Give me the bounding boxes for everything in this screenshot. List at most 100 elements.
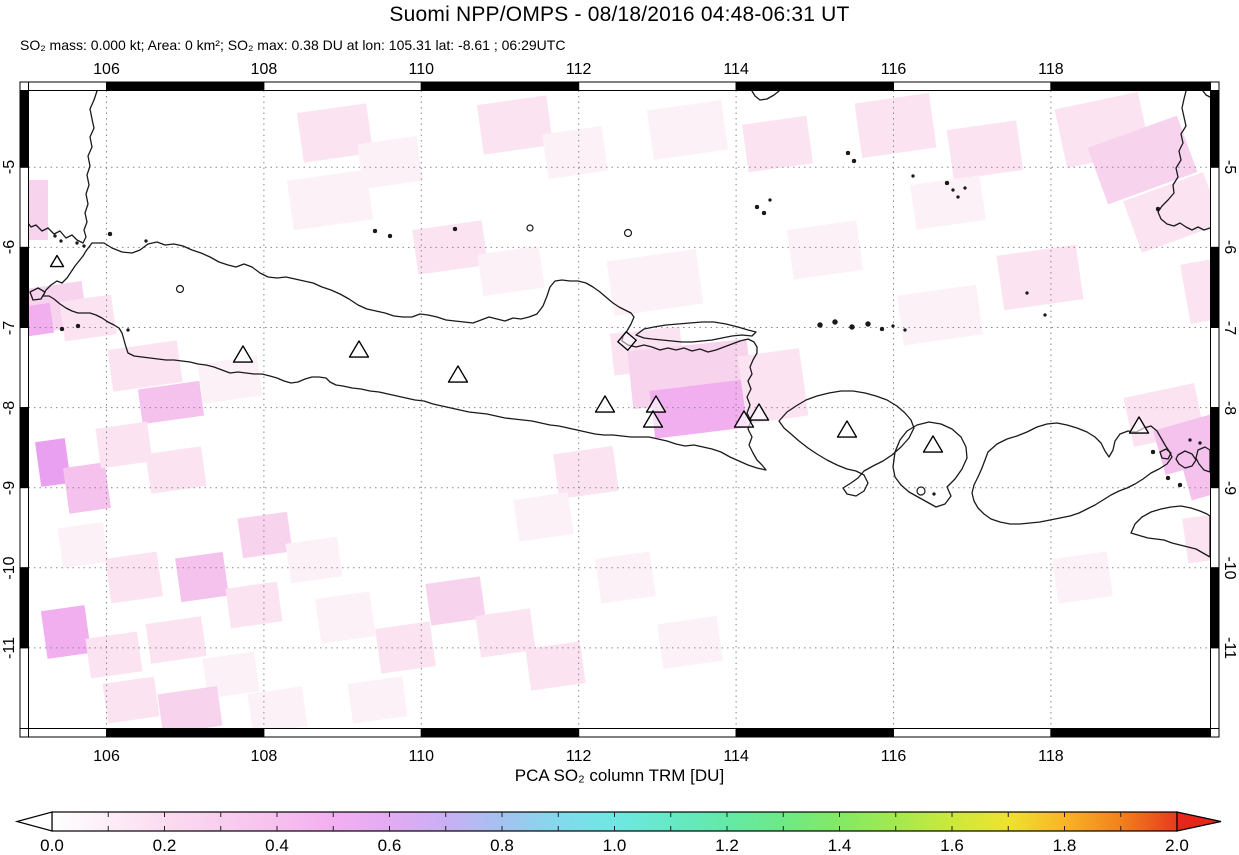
coastline <box>892 421 968 508</box>
frame-segment <box>1210 487 1220 569</box>
lat-tick-label-left: -8 <box>1 400 18 415</box>
island <box>845 150 851 156</box>
coastline <box>751 90 780 101</box>
so2-patch <box>513 492 574 542</box>
lat-tick-label-left: -5 <box>1 160 18 175</box>
island <box>956 195 960 199</box>
frame-segment <box>19 90 29 168</box>
lon-tick-label-top: 108 <box>250 61 278 78</box>
frame-segment <box>1210 246 1220 328</box>
lat-tick-label-right: -9 <box>1221 480 1238 495</box>
colorbar <box>14 811 1222 832</box>
frame-segment <box>28 81 107 91</box>
frame-segment <box>735 728 894 738</box>
lat-tick-label-left: -9 <box>1 480 18 495</box>
island <box>144 239 148 243</box>
lon-tick-label-top: 110 <box>408 61 435 78</box>
colorbar-title: PCA SO₂ column TRM [DU] <box>514 766 725 785</box>
so2-patch <box>107 340 183 392</box>
island <box>75 241 79 245</box>
coastline <box>1195 446 1211 473</box>
lat-tick-label-left: -10 <box>1 556 18 580</box>
so2-patch <box>996 244 1084 311</box>
island <box>372 228 378 234</box>
volcano-triangle-icon <box>49 254 65 268</box>
lat-tick-label-right: -7 <box>1221 320 1238 335</box>
lon-tick-label-bottom: 116 <box>880 748 907 765</box>
volcano-triangle-icon <box>594 395 616 413</box>
island <box>1165 475 1171 481</box>
so2-patch <box>237 511 293 559</box>
colorbar-tick-label: 1.4 <box>827 836 852 855</box>
so2-patch <box>476 95 554 155</box>
frame-segment <box>1210 567 1220 649</box>
island <box>107 231 113 237</box>
coastline <box>42 241 767 471</box>
lon-tick-label-top: 118 <box>1038 61 1064 78</box>
frame-segment <box>1210 327 1220 409</box>
so2-patch <box>35 438 71 487</box>
so2-patch <box>786 220 864 280</box>
island <box>932 492 936 496</box>
so2-patch <box>315 591 376 644</box>
frame-segment <box>19 407 29 489</box>
lon-tick-label-top: 112 <box>565 61 592 78</box>
so2-patch <box>477 245 545 297</box>
so2-patch <box>357 136 423 189</box>
lat-tick-label-right: -10 <box>1221 556 1238 580</box>
frame-segment <box>19 327 29 409</box>
frame-segment <box>263 81 422 91</box>
so2-patch <box>946 120 1024 180</box>
frame-segment <box>420 728 580 738</box>
so2-patch <box>286 169 374 231</box>
so2-patch <box>296 103 374 163</box>
lon-tick-label-top: 106 <box>93 61 120 78</box>
frame-segment <box>1050 81 1212 91</box>
so2-patch <box>741 115 814 173</box>
so2-patch <box>137 380 205 425</box>
frame-segment <box>19 567 29 649</box>
so2-patch <box>157 686 223 729</box>
so2-patch <box>225 581 283 629</box>
island <box>832 319 838 325</box>
coastline <box>29 287 46 301</box>
frame-segment <box>28 728 107 738</box>
so2-patch <box>347 676 408 724</box>
volcano-triangle-icon <box>642 410 664 428</box>
so2-patch <box>595 551 656 604</box>
island <box>175 284 185 294</box>
so2-patch <box>28 302 54 338</box>
so2-patch <box>737 348 809 424</box>
island <box>963 186 967 190</box>
volcano-triangle-icon <box>748 403 770 421</box>
graticule <box>28 90 1211 729</box>
so2-patch <box>197 356 263 404</box>
so2-patch <box>375 621 436 674</box>
island <box>754 204 760 210</box>
frame-segment <box>578 728 737 738</box>
frame-segment <box>1210 728 1220 738</box>
so2-patch <box>553 446 619 499</box>
island <box>526 224 534 232</box>
coastline <box>1202 90 1211 98</box>
volcano-triangle-icon <box>447 365 469 383</box>
island <box>1043 313 1047 317</box>
so2-patch <box>145 446 207 494</box>
so2-patch <box>475 608 536 658</box>
colorbar-tick-label: 1.8 <box>1052 836 1077 855</box>
frame-segment <box>735 81 894 91</box>
frame-segment <box>893 81 1052 91</box>
frame-segment <box>106 728 265 738</box>
so2-patch <box>657 616 723 669</box>
so2-patch <box>606 249 704 316</box>
volcano-triangle-icon <box>733 410 755 428</box>
island <box>75 323 81 329</box>
coastline <box>1159 448 1172 460</box>
so2-patch <box>57 521 109 569</box>
island <box>1025 291 1029 295</box>
so2-patch <box>1180 256 1211 324</box>
island <box>768 198 772 202</box>
island <box>1188 438 1192 442</box>
